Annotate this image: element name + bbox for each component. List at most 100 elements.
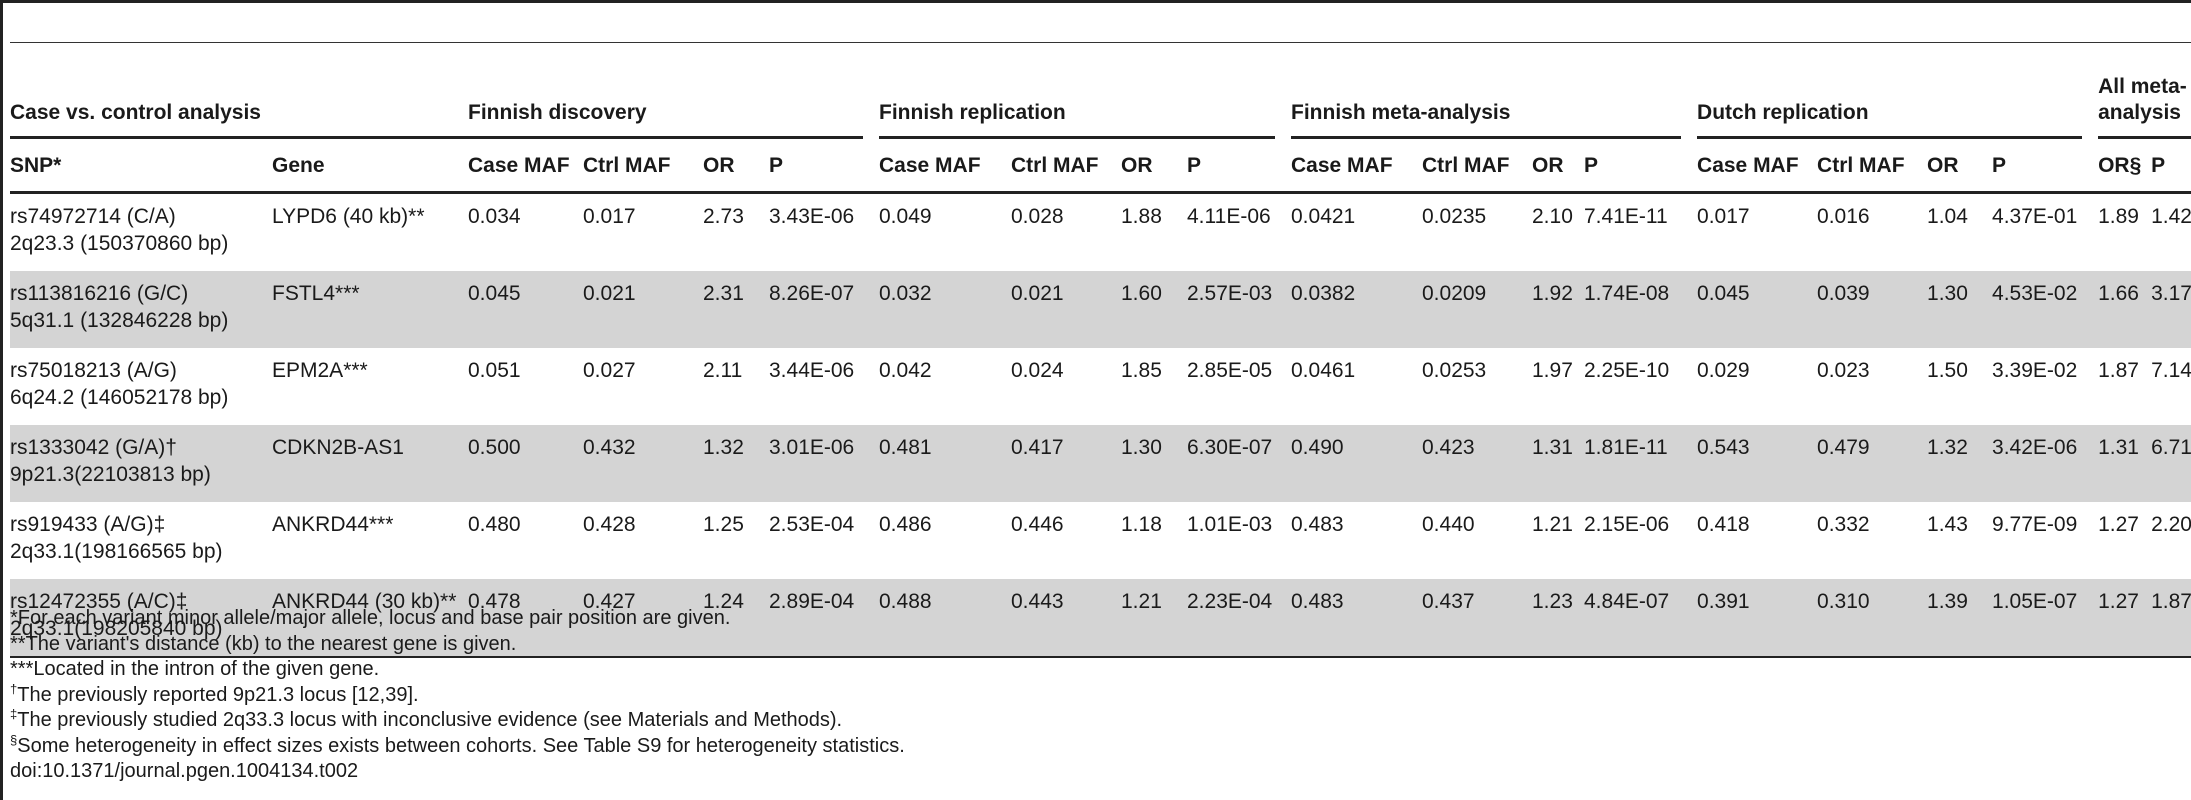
fm-or-cell: 2.10 <box>1532 205 1573 228</box>
snp-id: rs74972714 (C/A) <box>10 205 176 228</box>
gene-cell: LYPD6 (40 kb)** <box>272 205 425 228</box>
gap-cell <box>863 425 879 502</box>
fd-p-cell: 3.43E-06 <box>769 205 855 228</box>
gene-cell: CDKN2B-AS1 <box>272 425 468 502</box>
fd-p-cell: 2.89E-04 <box>769 579 863 658</box>
top-rule <box>3 0 2191 3</box>
dr-p-cell: 3.42E-06 <box>1992 425 2083 502</box>
fd-ctrl-maf-cell: 0.428 <box>583 513 636 536</box>
dr-ctrl-maf-cell: 0.479 <box>1817 425 1928 502</box>
fd-ctrl-maf-cell: 0.017 <box>583 205 636 228</box>
gap-cell <box>2082 579 2099 658</box>
dr-or-cell: 1.50 <box>1927 359 1968 382</box>
fm-case-maf-cell: 0.0421 <box>1291 205 1356 228</box>
group-finnish-discovery: Finnish discovery <box>468 62 863 139</box>
fr-case-maf-cell: 0.042 <box>879 359 932 382</box>
gap-cell <box>1275 579 1291 658</box>
fd-p-cell: 8.26E-07 <box>769 271 863 348</box>
fd-p-cell: 3.44E-06 <box>769 359 855 382</box>
fd-ctrl-maf-cell: 0.027 <box>583 359 636 382</box>
fm-ctrl-maf-cell: 0.437 <box>1422 579 1532 658</box>
col-snp: SNP* <box>10 137 272 194</box>
dr-or-cell: 1.43 <box>1927 513 1968 536</box>
fm-ctrl-maf-cell: 0.0209 <box>1422 271 1532 348</box>
footnote: ***Located in the intron of the given ge… <box>10 657 905 683</box>
footnote-text: *For each variant minor allele/major all… <box>10 607 731 629</box>
fd-or-cell: 2.73 <box>703 205 744 228</box>
footnote-text: The previously studied 2q33.3 locus with… <box>17 709 843 731</box>
fr-or-cell: 1.85 <box>1121 359 1162 382</box>
gap-cell <box>1275 271 1291 348</box>
snp-id: rs919433 (A/G)‡ <box>10 513 166 536</box>
footnote-mark: ‡ <box>10 706 18 722</box>
fm-p-cell: 1.74E-08 <box>1584 271 1682 348</box>
group-all-meta-label: All meta-analysis <box>2098 75 2187 124</box>
col-fr-ctrl-maf: Ctrl MAF <box>1011 137 1121 194</box>
fr-p-cell: 2.23E-04 <box>1187 579 1275 658</box>
col-fm-p: P <box>1584 137 1682 194</box>
snp-cell: rs919433 (A/G)‡ 2q33.1(198166565 bp) <box>10 502 272 579</box>
fm-case-maf-cell: 0.483 <box>1291 513 1344 536</box>
fm-p-cell: 4.84E-07 <box>1584 579 1682 658</box>
gap-cell <box>863 502 879 579</box>
col-gap <box>1275 137 1291 194</box>
fm-or-cell: 1.21 <box>1532 513 1573 536</box>
col-gap <box>1681 137 1698 194</box>
gap-cell <box>863 579 879 658</box>
dr-or-cell: 1.39 <box>1927 579 1993 658</box>
dr-p-cell: 1.05E-07 <box>1992 579 2083 658</box>
footnote: *For each variant minor allele/major all… <box>10 606 905 632</box>
col-fr-p: P <box>1187 137 1275 194</box>
footnote-text: Some heterogeneity in effect sizes exist… <box>17 734 905 757</box>
gene-cell: ANKRD44 (30 kb)** <box>272 579 468 658</box>
gap-cell <box>2082 193 2098 272</box>
group-gap <box>2082 62 2098 138</box>
fm-p-cell: 2.15E-06 <box>1584 513 1670 536</box>
col-fm-ctrl-maf: Ctrl MAF <box>1422 137 1532 194</box>
snp-id: rs113816216 (G/C) <box>10 282 189 305</box>
gap-cell <box>863 271 879 348</box>
footnote: ‡The previously studied 2q33.3 locus wit… <box>10 706 905 734</box>
col-fd-case-maf: Case MAF <box>468 137 583 194</box>
fr-p-cell: 4.11E-06 <box>1187 205 1271 228</box>
col-dr-case-maf: Case MAF <box>1697 137 1818 194</box>
table-row: rs75018213 (A/G) 6q24.2 (146052178 bp) EPM… <box>10 348 2191 425</box>
footnote-text: **The variant's distance (kb) to the nea… <box>10 632 517 655</box>
col-fd-ctrl-maf: Ctrl MAF <box>583 137 703 194</box>
header-thin-rule <box>10 42 2191 43</box>
col-dr-p: P <box>1992 137 2083 194</box>
am-p-cell: 7.14E-11 <box>2151 359 2191 382</box>
gap-cell <box>1681 193 1697 272</box>
group-gap <box>863 62 879 138</box>
col-gene: Gene <box>272 137 468 194</box>
footnotes: *For each variant minor allele/major all… <box>10 606 905 785</box>
fr-or-cell: 1.88 <box>1121 205 1162 228</box>
fd-or-cell: 1.24 <box>703 579 769 658</box>
gap-cell <box>2082 502 2098 579</box>
fd-case-maf-cell: 0.045 <box>468 271 583 348</box>
gap-cell <box>2082 425 2099 502</box>
snp-id: rs75018213 (A/G) <box>10 359 177 382</box>
snp-cell: rs1333042 (G/A)† 9p21.3(22103813 bp) <box>10 425 272 502</box>
snp-locus: 6q24.2 (146052178 bp) <box>10 386 229 409</box>
dr-p-cell: 4.37E-01 <box>1992 205 2078 228</box>
col-fr-case-maf: Case MAF <box>879 137 1011 194</box>
fd-case-maf-cell: 0.051 <box>468 359 521 382</box>
dr-case-maf-cell: 0.029 <box>1697 359 1750 382</box>
am-or-cell: 1.66 <box>2098 271 2152 348</box>
am-or-cell: 1.27 <box>2098 513 2139 536</box>
fr-or-cell: 1.60 <box>1121 271 1187 348</box>
col-fm-case-maf: Case MAF <box>1291 137 1422 194</box>
fd-or-cell: 2.31 <box>703 271 769 348</box>
group-gap <box>1681 62 1697 138</box>
table-body: rs74972714 (C/A) 2q23.3 (150370860 bp) LYP… <box>10 193 2191 658</box>
snp-locus: 2q33.1(198166565 bp) <box>10 540 223 563</box>
footnote-text: The previously reported 9p21.3 locus [12… <box>17 683 419 706</box>
fr-p-cell: 2.57E-03 <box>1187 271 1275 348</box>
am-or-cell: 1.87 <box>2098 359 2139 382</box>
gap-cell <box>1275 425 1291 502</box>
fd-case-maf-cell: 0.034 <box>468 205 521 228</box>
group-all-meta: All meta-analysis <box>2098 62 2191 139</box>
snp-locus: 2q23.3 (150370860 bp) <box>10 232 229 255</box>
group-gap <box>1275 62 1291 138</box>
